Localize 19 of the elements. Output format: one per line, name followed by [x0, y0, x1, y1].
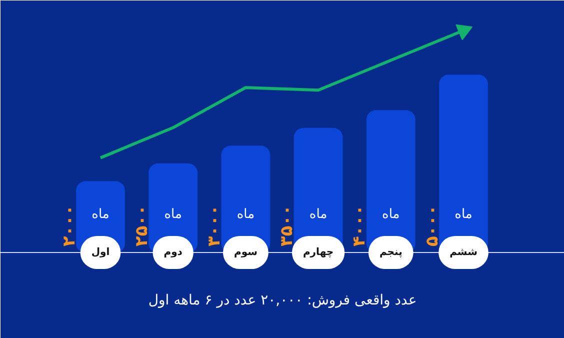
annotation: ماه — [454, 207, 472, 222]
x-tick-label: سوم — [234, 247, 258, 258]
text: عدد واقعی فروش: ۲۰,۰۰۰ عدد در ۶ ماهه اول — [148, 292, 417, 308]
data-label: ۳۰۰۰ — [204, 204, 224, 246]
annotation: ماه — [164, 207, 182, 222]
annotation: ماه — [382, 207, 400, 222]
data-label: ۲۰۰۰ — [59, 204, 80, 246]
x-tick-label: ششم — [450, 247, 478, 258]
x-tick-label: اول — [91, 247, 110, 258]
x-tick-label: چهارم — [302, 247, 334, 258]
annotation: ماه — [309, 207, 328, 222]
x-tick-label: دوم — [164, 247, 182, 258]
x-tick-label: پنجم — [379, 247, 403, 258]
data-label: ۳۵۰۰ — [277, 204, 298, 246]
annotation: ماه — [92, 207, 110, 222]
data-label: ۲۵۰۰ — [132, 204, 152, 246]
annotation: ماه — [236, 207, 255, 222]
data-label: ۴۰۰۰ — [350, 204, 370, 246]
data-label: ۵۰۰۰ — [422, 204, 442, 246]
